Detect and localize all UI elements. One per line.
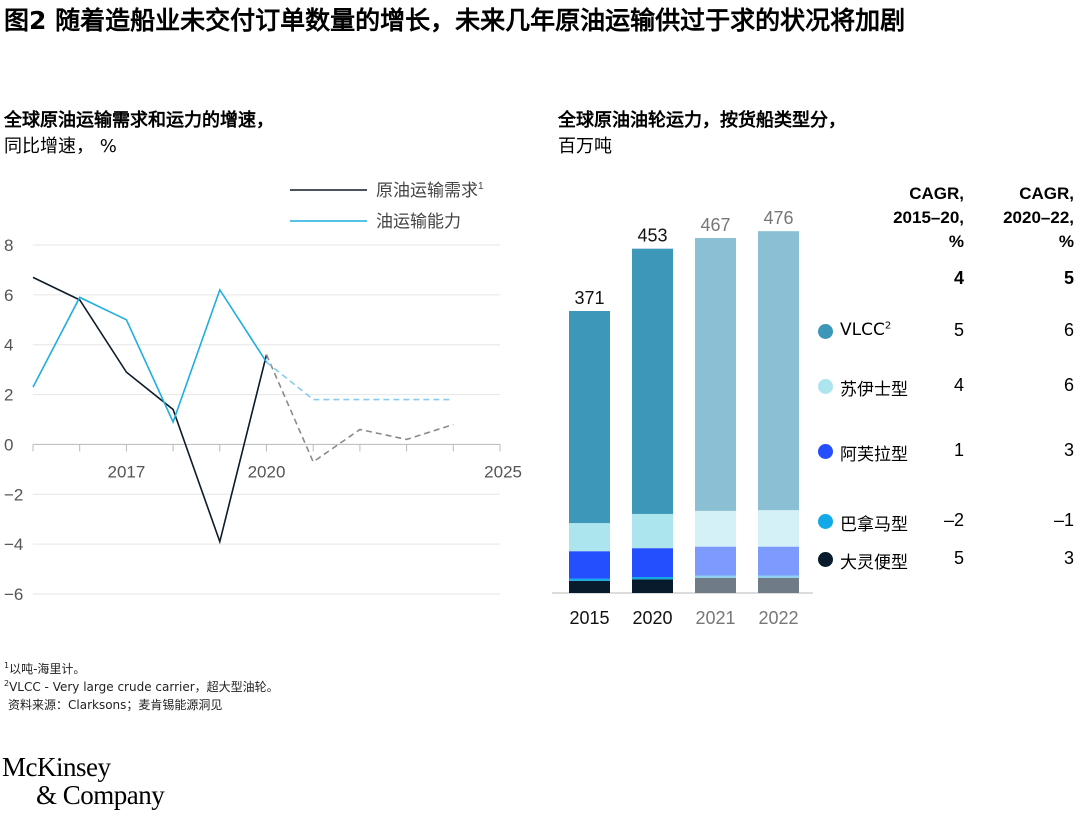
footnote-1-text: 以吨-海里计。 (9, 662, 86, 676)
cagr-header-line: CAGR, (1019, 184, 1074, 203)
legend-superscript: 1 (478, 181, 484, 192)
x-category-label: 2021 (695, 608, 735, 628)
cagr-value-2015-20: 5 (953, 548, 964, 568)
bar-total-label: 467 (700, 215, 730, 235)
cagr-header-2020-22: CAGR, 2020–22, % (1003, 182, 1074, 254)
legend-color-dot (818, 444, 833, 459)
bar-segment (569, 580, 610, 593)
y-tick-label: 8 (4, 236, 13, 255)
bar-segment (758, 546, 799, 576)
source-note: 资料来源：Clarksons；麦肯锡能源洞见 (8, 698, 223, 712)
y-tick-label: −6 (4, 585, 23, 604)
cagr-value-2015-20: 5 (953, 320, 964, 340)
cagr-header-line: 2015–20, (893, 208, 964, 227)
bar-segment (695, 575, 736, 578)
series-line-actual (32, 276, 268, 545)
legend-color-dot (818, 552, 833, 567)
legend-label: 大灵便型 (840, 553, 908, 573)
footnote-1: 1以吨-海里计。 (4, 661, 86, 676)
bar-segment (758, 231, 799, 511)
left-chart-unit: 同比增速， % (4, 136, 117, 157)
cagr-total-2015-20: 4 (953, 268, 964, 288)
bar-segment (758, 575, 799, 578)
bar-segment (632, 513, 673, 549)
left-chart-subtitle: 全球原油运输需求和运力的增速， (4, 110, 274, 131)
x-tick-label: 2020 (248, 462, 286, 481)
y-tick-label: 6 (4, 286, 13, 305)
bar-segment (695, 546, 736, 576)
line-chart: 8 6 4 2 0 −2 −4 −6 2017 2020 2025 原油运输需求1 油运输能力 (4, 181, 522, 604)
y-tick-label: 2 (4, 386, 13, 405)
cagr-header-unit: % (1058, 232, 1074, 251)
bar-total-label: 371 (574, 288, 604, 308)
bar-segment (695, 577, 736, 593)
cagr-value-2020-22: –1 (1053, 510, 1074, 530)
cagr-value-2020-22: 6 (1063, 320, 1074, 340)
footnote-2: 2VLCC - Very large crude carrier，超大型油轮。 (4, 679, 279, 694)
bar-segment (758, 577, 799, 593)
footnote-2-text: VLCC - Very large crude carrier，超大型油轮。 (9, 680, 279, 694)
cagr-value-2015-20: –2 (943, 510, 964, 530)
bar-segment (695, 238, 736, 511)
legend-label: 阿芙拉型 (840, 445, 908, 465)
cagr-header-2015-20: CAGR, 2015–20, % (893, 182, 964, 254)
bar-segment (569, 311, 610, 524)
bar-segment (632, 579, 673, 593)
right-chart-unit: 百万吨 (558, 136, 612, 157)
x-tick-label: 2025 (484, 462, 522, 481)
bar-total-label: 476 (763, 208, 793, 228)
bar-total-label: 453 (637, 226, 667, 246)
series-line-forecast (265, 361, 454, 401)
bar-segment (632, 248, 673, 514)
figure-title: 图2 随着造船业未交付订单数量的增长，未来几年原油运输供过于求的状况将加剧 (4, 6, 906, 35)
stacked-bar-chart: 371 2015 453 2020 467 2021 476 2022 (552, 208, 813, 628)
bar-segment (569, 523, 610, 552)
series-line-forecast (265, 354, 454, 464)
cagr-header-line: CAGR, (909, 184, 964, 203)
legend-label: VLCC2 (840, 320, 892, 340)
mckinsey-logo-line2: & Company (36, 780, 165, 810)
legend-label: 原油运输需求1 (376, 181, 484, 200)
y-tick-label: −2 (4, 485, 23, 504)
legend-label: 油运输能力 (376, 212, 461, 231)
legend-color-dot (818, 379, 833, 394)
cagr-header-line: 2020–22, (1003, 208, 1074, 227)
cagr-value-2015-20: 1 (953, 440, 964, 460)
legend-color-dot (818, 514, 833, 529)
mckinsey-logo-line1: McKinsey (2, 752, 111, 782)
bar-segment (632, 548, 673, 578)
cagr-value-2020-22: 6 (1063, 375, 1074, 395)
series-line-actual (32, 288, 268, 425)
x-category-label: 2020 (632, 608, 672, 628)
right-chart-subtitle: 全球原油油轮运力，按货船类型分， (558, 110, 846, 131)
bar-segment (569, 578, 610, 581)
bar-segment (569, 551, 610, 579)
legend-superscript: 2 (884, 320, 892, 332)
bar-segment (758, 510, 799, 547)
cagr-value-2020-22: 3 (1063, 548, 1074, 568)
y-tick-label: −4 (4, 535, 23, 554)
bar-segment (632, 577, 673, 580)
cagr-value-2020-22: 3 (1063, 440, 1074, 460)
bar-segment (695, 510, 736, 547)
cagr-header-unit: % (948, 232, 964, 251)
legend-label: 苏伊士型 (840, 380, 908, 400)
legend-color-dot (818, 324, 833, 339)
x-category-label: 2015 (569, 608, 609, 628)
cagr-total-2020-22: 5 (1063, 268, 1074, 288)
y-tick-label: 4 (4, 336, 13, 355)
x-tick-label: 2017 (107, 462, 145, 481)
cagr-value-2015-20: 4 (953, 375, 964, 395)
x-category-label: 2022 (758, 608, 798, 628)
y-tick-label: 0 (4, 435, 13, 454)
legend-label: 巴拿马型 (840, 515, 908, 535)
